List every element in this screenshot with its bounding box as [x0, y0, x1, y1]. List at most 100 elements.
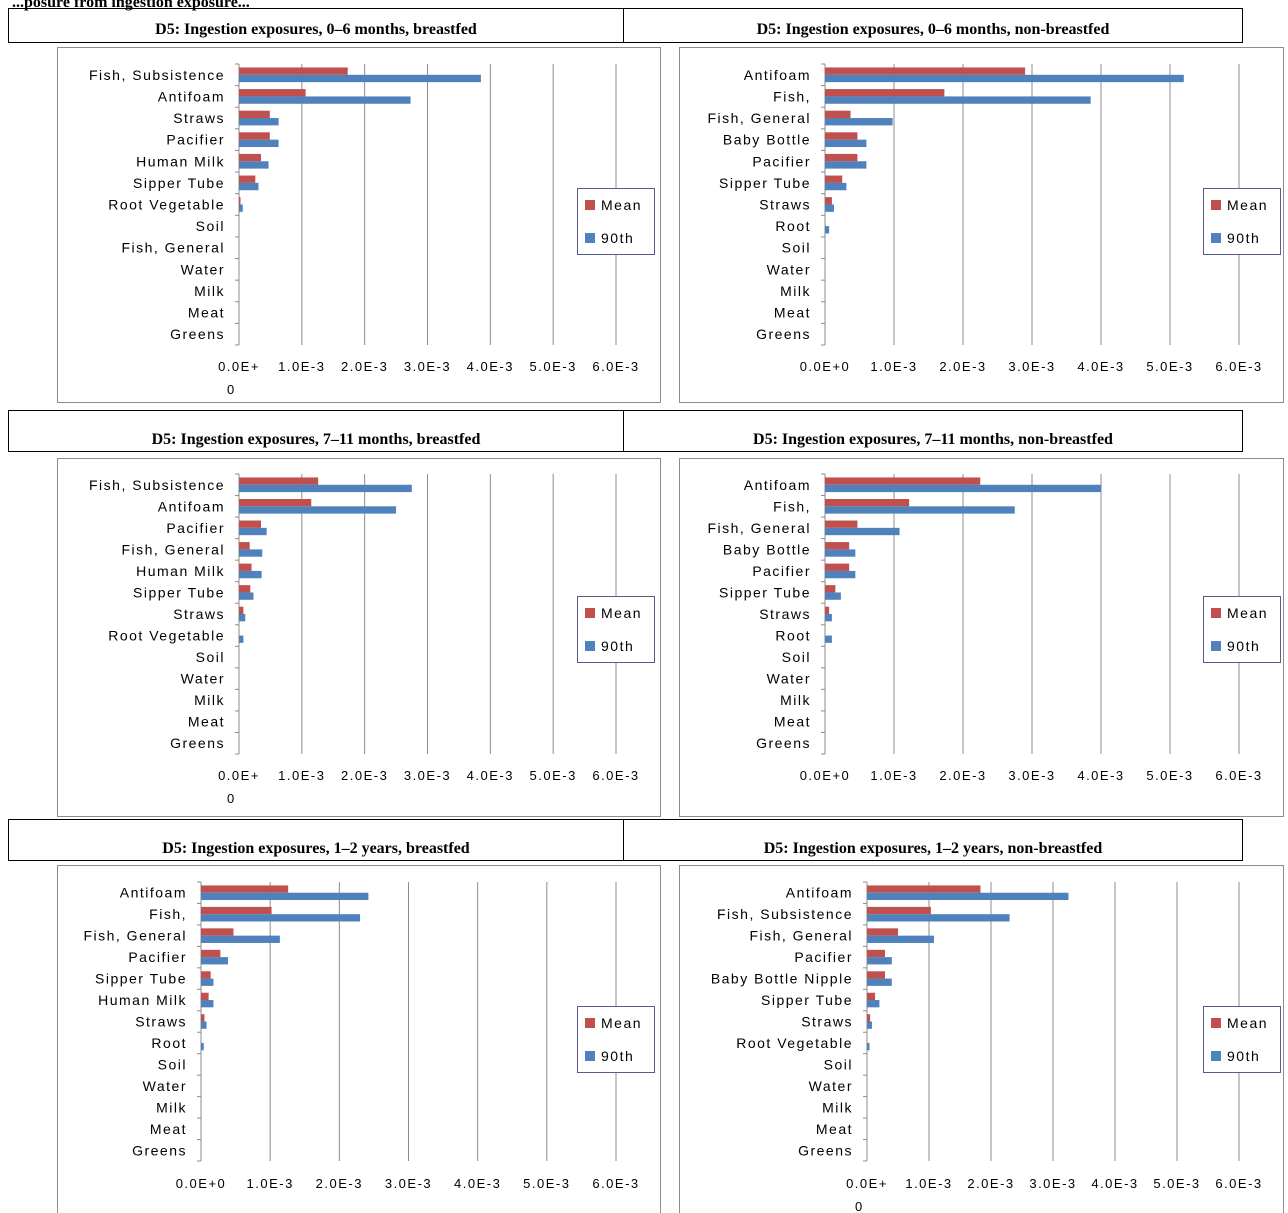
x-tick-label-wrap: 0 — [227, 791, 236, 806]
bar-mean — [825, 153, 858, 162]
category-label: Root — [775, 628, 811, 644]
category-label: Meat — [774, 305, 811, 321]
x-tick-label: 6.0E-3 — [592, 1176, 639, 1191]
legend-label: Mean — [601, 197, 642, 213]
bar-mean — [201, 928, 234, 936]
legend-box — [1203, 1006, 1281, 1073]
category-label: Straws — [759, 197, 811, 213]
x-tick-label: 4.0E-3 — [1077, 359, 1124, 374]
bar-90th — [201, 978, 214, 986]
category-label: Baby Bottle — [723, 132, 811, 148]
x-tick-label: 6.0E-3 — [592, 359, 639, 374]
category-label: Pacifier — [166, 132, 225, 148]
chart-area-border — [679, 47, 1284, 403]
bar-mean — [825, 477, 981, 485]
category-label: Milk — [194, 283, 225, 299]
bar-mean — [239, 477, 319, 485]
bar-90th — [239, 182, 259, 191]
x-tick-label-wrap: 0 — [227, 382, 236, 397]
legend-swatch — [1211, 200, 1221, 210]
category-label: Greens — [170, 326, 225, 342]
bar-90th — [239, 74, 481, 83]
bar-mean — [825, 89, 945, 97]
chart-area-border — [57, 47, 661, 403]
category-label: Pacifier — [752, 563, 811, 579]
category-label: Antifoam — [786, 885, 853, 901]
bar-90th — [825, 527, 900, 536]
category-label: Antifoam — [744, 477, 811, 493]
category-label: Fish, General — [707, 520, 811, 536]
x-tick-label: 3.0E-3 — [1008, 359, 1055, 374]
x-tick-label: 2.0E-3 — [967, 1176, 1014, 1191]
category-label: Milk — [822, 1099, 853, 1115]
x-tick-label: 1.0E-3 — [905, 1176, 952, 1191]
category-label: Meat — [150, 1121, 187, 1137]
bar-90th — [825, 614, 832, 622]
legend-label: Mean — [1227, 1015, 1268, 1031]
legend-swatch — [585, 1018, 595, 1028]
category-label: Pacifier — [128, 949, 187, 965]
category-label: Human Milk — [136, 563, 225, 579]
bar-90th — [825, 570, 856, 579]
category-label: Sipper Tube — [133, 584, 225, 600]
bar-90th — [239, 635, 244, 643]
bar-90th — [825, 592, 841, 600]
bar-mean — [867, 992, 876, 1001]
bar-90th — [201, 957, 228, 965]
bar-mean — [201, 885, 289, 893]
category-label: Soil — [158, 1056, 187, 1072]
bar-90th — [239, 592, 254, 600]
bar-mean — [867, 885, 981, 893]
legend-swatch — [1211, 233, 1221, 243]
chart-title-7-11-breastfed: D5: Ingestion exposures, 7–11 months, br… — [151, 431, 481, 448]
x-tick-label: 1.0E-3 — [278, 359, 325, 374]
category-label: Fish, General — [121, 240, 225, 256]
chart-6: Antifoam Fish, Subsistence Fish, General Pa… — [679, 865, 1284, 1213]
category-label: Fish, Subsistence — [717, 906, 853, 922]
category-label: Water — [809, 1078, 853, 1094]
x-tick-label: 0.0E+0 — [176, 1176, 227, 1191]
bar-90th — [201, 1042, 204, 1051]
bar-mean — [867, 971, 885, 979]
legend-box — [577, 596, 655, 663]
category-label: Sipper Tube — [95, 971, 187, 987]
category-label: Meat — [774, 714, 811, 730]
bar-90th — [239, 96, 411, 104]
bar-mean — [825, 197, 832, 205]
bar-90th — [201, 1000, 214, 1008]
bar-mean — [239, 89, 306, 97]
bar-90th — [825, 96, 1091, 104]
x-tick-label: 6.0E-3 — [1215, 1176, 1262, 1191]
bar-90th — [825, 118, 893, 126]
x-tick-label: 5.0E-3 — [1153, 1176, 1200, 1191]
x-tick-label: 2.0E-3 — [316, 1176, 363, 1191]
x-tick-label: 5.0E-3 — [530, 768, 577, 783]
x-tick-label: 6.0E-3 — [592, 768, 639, 783]
x-tick-label: 3.0E-3 — [1008, 768, 1055, 783]
bar-mean — [239, 110, 270, 119]
category-label: Fish, — [773, 498, 811, 514]
bar-mean — [825, 110, 851, 119]
bar-90th — [867, 978, 892, 986]
chart-4: Antifoam Fish, Fish, General Baby Bottle Pac… — [679, 458, 1284, 817]
legend-label: Mean — [1227, 605, 1268, 621]
x-tick-label: 2.0E-3 — [341, 359, 388, 374]
x-tick-label: 4.0E-3 — [467, 359, 514, 374]
category-label: Greens — [798, 1142, 853, 1158]
category-label: Straws — [173, 606, 225, 622]
bar-90th — [239, 139, 279, 148]
chart-2: Antifoam Fish, Fish, General Baby Bottle Pac… — [679, 47, 1284, 403]
category-label: Root Vegetable — [108, 197, 225, 213]
chart-area-border — [57, 458, 661, 817]
category-label: Soil — [824, 1056, 853, 1072]
x-tick-label: 4.0E-3 — [467, 768, 514, 783]
bar-90th — [867, 1000, 880, 1008]
bar-90th — [825, 161, 867, 169]
category-label: Pacifier — [794, 949, 853, 965]
bar-mean — [867, 906, 931, 915]
x-tick-label-wrap: 0 — [855, 1199, 864, 1213]
bar-90th — [867, 935, 934, 943]
bar-mean — [239, 498, 312, 507]
bar-mean — [239, 175, 256, 183]
category-label: Fish, — [773, 88, 811, 104]
